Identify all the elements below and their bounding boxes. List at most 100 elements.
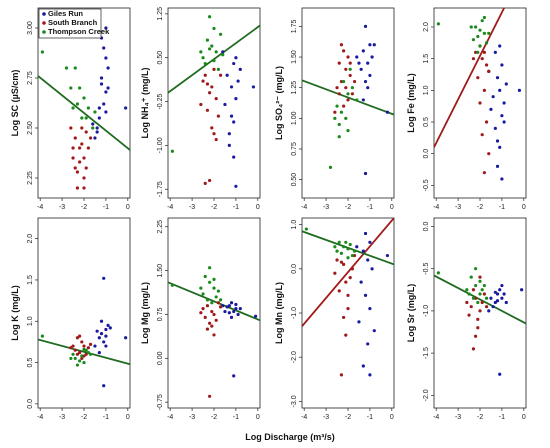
data-point: [232, 374, 236, 378]
data-point: [304, 227, 308, 231]
data-point: [498, 372, 502, 376]
data-point: [205, 38, 210, 42]
series-thompson-creek: [40, 334, 93, 367]
y-tick-label: -1.75: [157, 181, 164, 197]
data-point: [199, 286, 203, 290]
data-point: [342, 262, 346, 266]
data-point: [214, 137, 218, 142]
data-point: [385, 110, 390, 114]
data-point: [99, 82, 104, 86]
data-point: [216, 67, 220, 71]
x-tick-label: -1: [499, 414, 505, 421]
data-point: [482, 292, 486, 296]
data-point: [99, 332, 104, 336]
data-point: [73, 356, 77, 361]
data-point: [487, 152, 491, 156]
data-point: [368, 73, 372, 78]
x-tick-label: -4: [167, 414, 173, 421]
data-point: [352, 249, 357, 253]
series-thompson-creek: [436, 267, 489, 305]
data-point: [478, 44, 482, 48]
y-tick-label: 2.50: [27, 121, 34, 135]
data-point: [498, 145, 502, 149]
series-thompson-creek: [328, 67, 359, 169]
data-point: [471, 57, 476, 61]
data-point: [170, 283, 174, 287]
data-point: [489, 296, 493, 300]
x-tick-label: 0: [522, 414, 526, 421]
data-point: [208, 266, 212, 270]
fit-lines: [434, 8, 505, 148]
x-tick-label: -4: [167, 204, 173, 211]
fit-lines: [38, 338, 130, 366]
series-south-branch: [199, 301, 223, 398]
data-point: [355, 55, 359, 59]
data-point: [368, 240, 372, 244]
x-tick-label: -2: [477, 204, 483, 211]
data-point: [335, 86, 339, 90]
panel-8: -4 -3 -2 -1 0 -2.0 -1.5 -1.0 -0.5 0.0 Log Sr (mg/L…: [406, 217, 527, 421]
data-point: [205, 82, 210, 86]
fit-line: [434, 8, 505, 148]
data-point: [80, 126, 84, 130]
data-point: [469, 305, 473, 309]
y-tick-label: -0.5: [423, 263, 430, 275]
data-point: [201, 307, 205, 311]
data-point: [370, 267, 374, 271]
data-point: [104, 56, 108, 60]
y-tick-label: 0.0: [27, 399, 34, 409]
data-point: [346, 247, 350, 251]
fit-lines: [168, 281, 260, 322]
data-point: [80, 116, 84, 120]
data-point: [366, 61, 370, 65]
y-tick-label: -0.25: [157, 93, 164, 109]
y-tick-label: 1.0: [291, 220, 298, 230]
series-thompson-creek: [436, 15, 491, 54]
x-tick-label: 0: [390, 204, 394, 211]
data-point: [234, 302, 238, 307]
x-tick-label: -2: [345, 414, 351, 421]
data-point: [482, 88, 486, 92]
data-point: [363, 293, 368, 297]
y-tick-label: 0.5: [423, 117, 430, 127]
data-point: [214, 97, 218, 101]
y-tick-label: 0.00: [157, 351, 164, 365]
data-point: [216, 301, 220, 305]
data-point: [489, 107, 493, 111]
data-point: [75, 170, 80, 174]
data-point: [71, 352, 75, 356]
data-point: [350, 253, 354, 258]
data-point: [218, 73, 223, 77]
data-point: [102, 276, 106, 280]
y-tick-label: 0.50: [157, 51, 164, 65]
data-point: [482, 31, 486, 35]
data-point: [78, 146, 82, 150]
data-point: [102, 102, 106, 106]
data-point: [104, 110, 108, 114]
data-point: [476, 50, 480, 54]
data-point: [82, 176, 86, 180]
y-tick-label: 0.0: [291, 264, 298, 274]
data-point: [480, 19, 484, 23]
data-point: [88, 352, 93, 356]
data-point: [78, 359, 82, 363]
data-point: [368, 43, 372, 47]
data-point: [478, 279, 482, 283]
data-point: [82, 96, 86, 100]
data-point: [104, 90, 108, 94]
data-point: [346, 306, 350, 311]
data-point: [363, 231, 368, 236]
data-point: [203, 73, 207, 77]
data-point: [203, 315, 207, 319]
data-point: [484, 63, 489, 67]
data-point: [80, 354, 84, 358]
data-point: [86, 351, 90, 355]
y-tick-label: 0.5: [27, 358, 34, 368]
data-point: [208, 15, 212, 19]
data-point: [350, 267, 354, 271]
data-point: [91, 126, 95, 130]
data-point: [201, 292, 205, 296]
data-point: [203, 181, 207, 185]
y-tick-label: -1.0: [423, 305, 430, 317]
